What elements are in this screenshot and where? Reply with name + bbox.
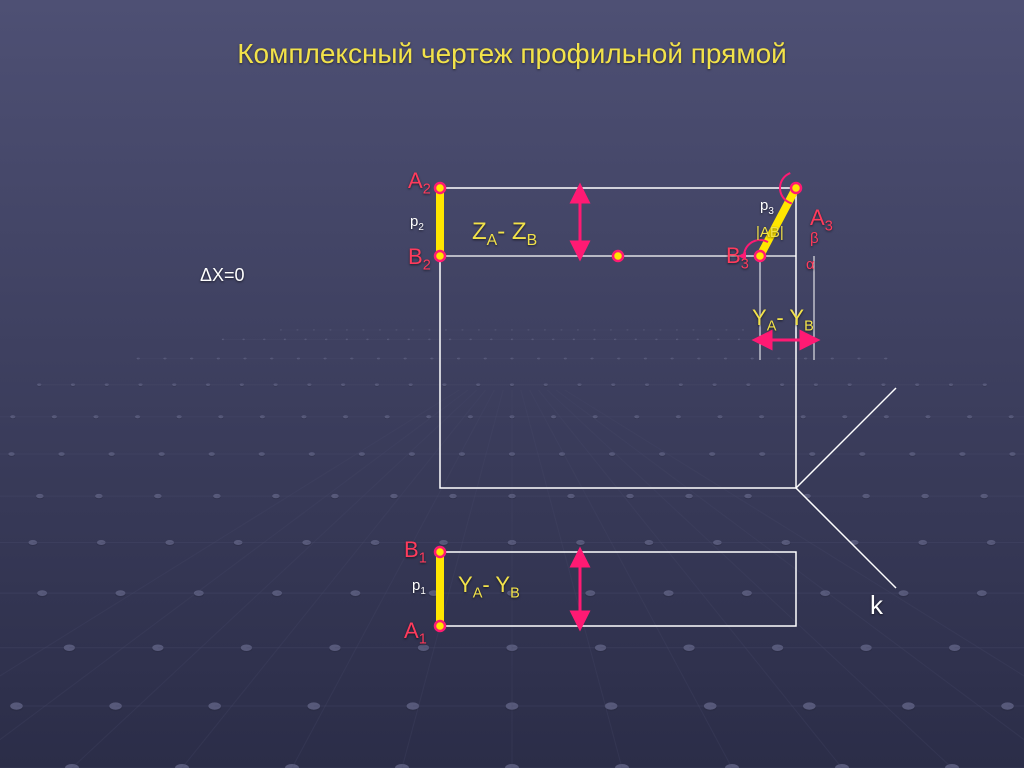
label-A1: A1 [404, 618, 427, 647]
label-p2: p2 [410, 213, 424, 233]
label-beta: β [810, 230, 819, 247]
label-YaYb_b: YA- YB [458, 572, 520, 601]
label-B2: B2 [408, 244, 431, 273]
label-B3: B3 [726, 243, 749, 272]
label-p1: p1 [412, 577, 426, 597]
label-p3: p3 [760, 197, 774, 217]
diagram [0, 0, 1024, 768]
slide: Комплексный чертеж профильной прямой ΔX=… [0, 0, 1024, 768]
label-k: k [870, 590, 883, 621]
label-alpha: α [806, 256, 815, 273]
label-dx: ΔX=0 [200, 265, 245, 286]
label-AB: |AB| [756, 224, 784, 241]
label-Z: ZA- ZB [472, 218, 537, 250]
label-B1: B1 [404, 537, 427, 566]
label-YaYb_r: YA- YB [752, 305, 814, 334]
label-A2: A2 [408, 168, 431, 197]
